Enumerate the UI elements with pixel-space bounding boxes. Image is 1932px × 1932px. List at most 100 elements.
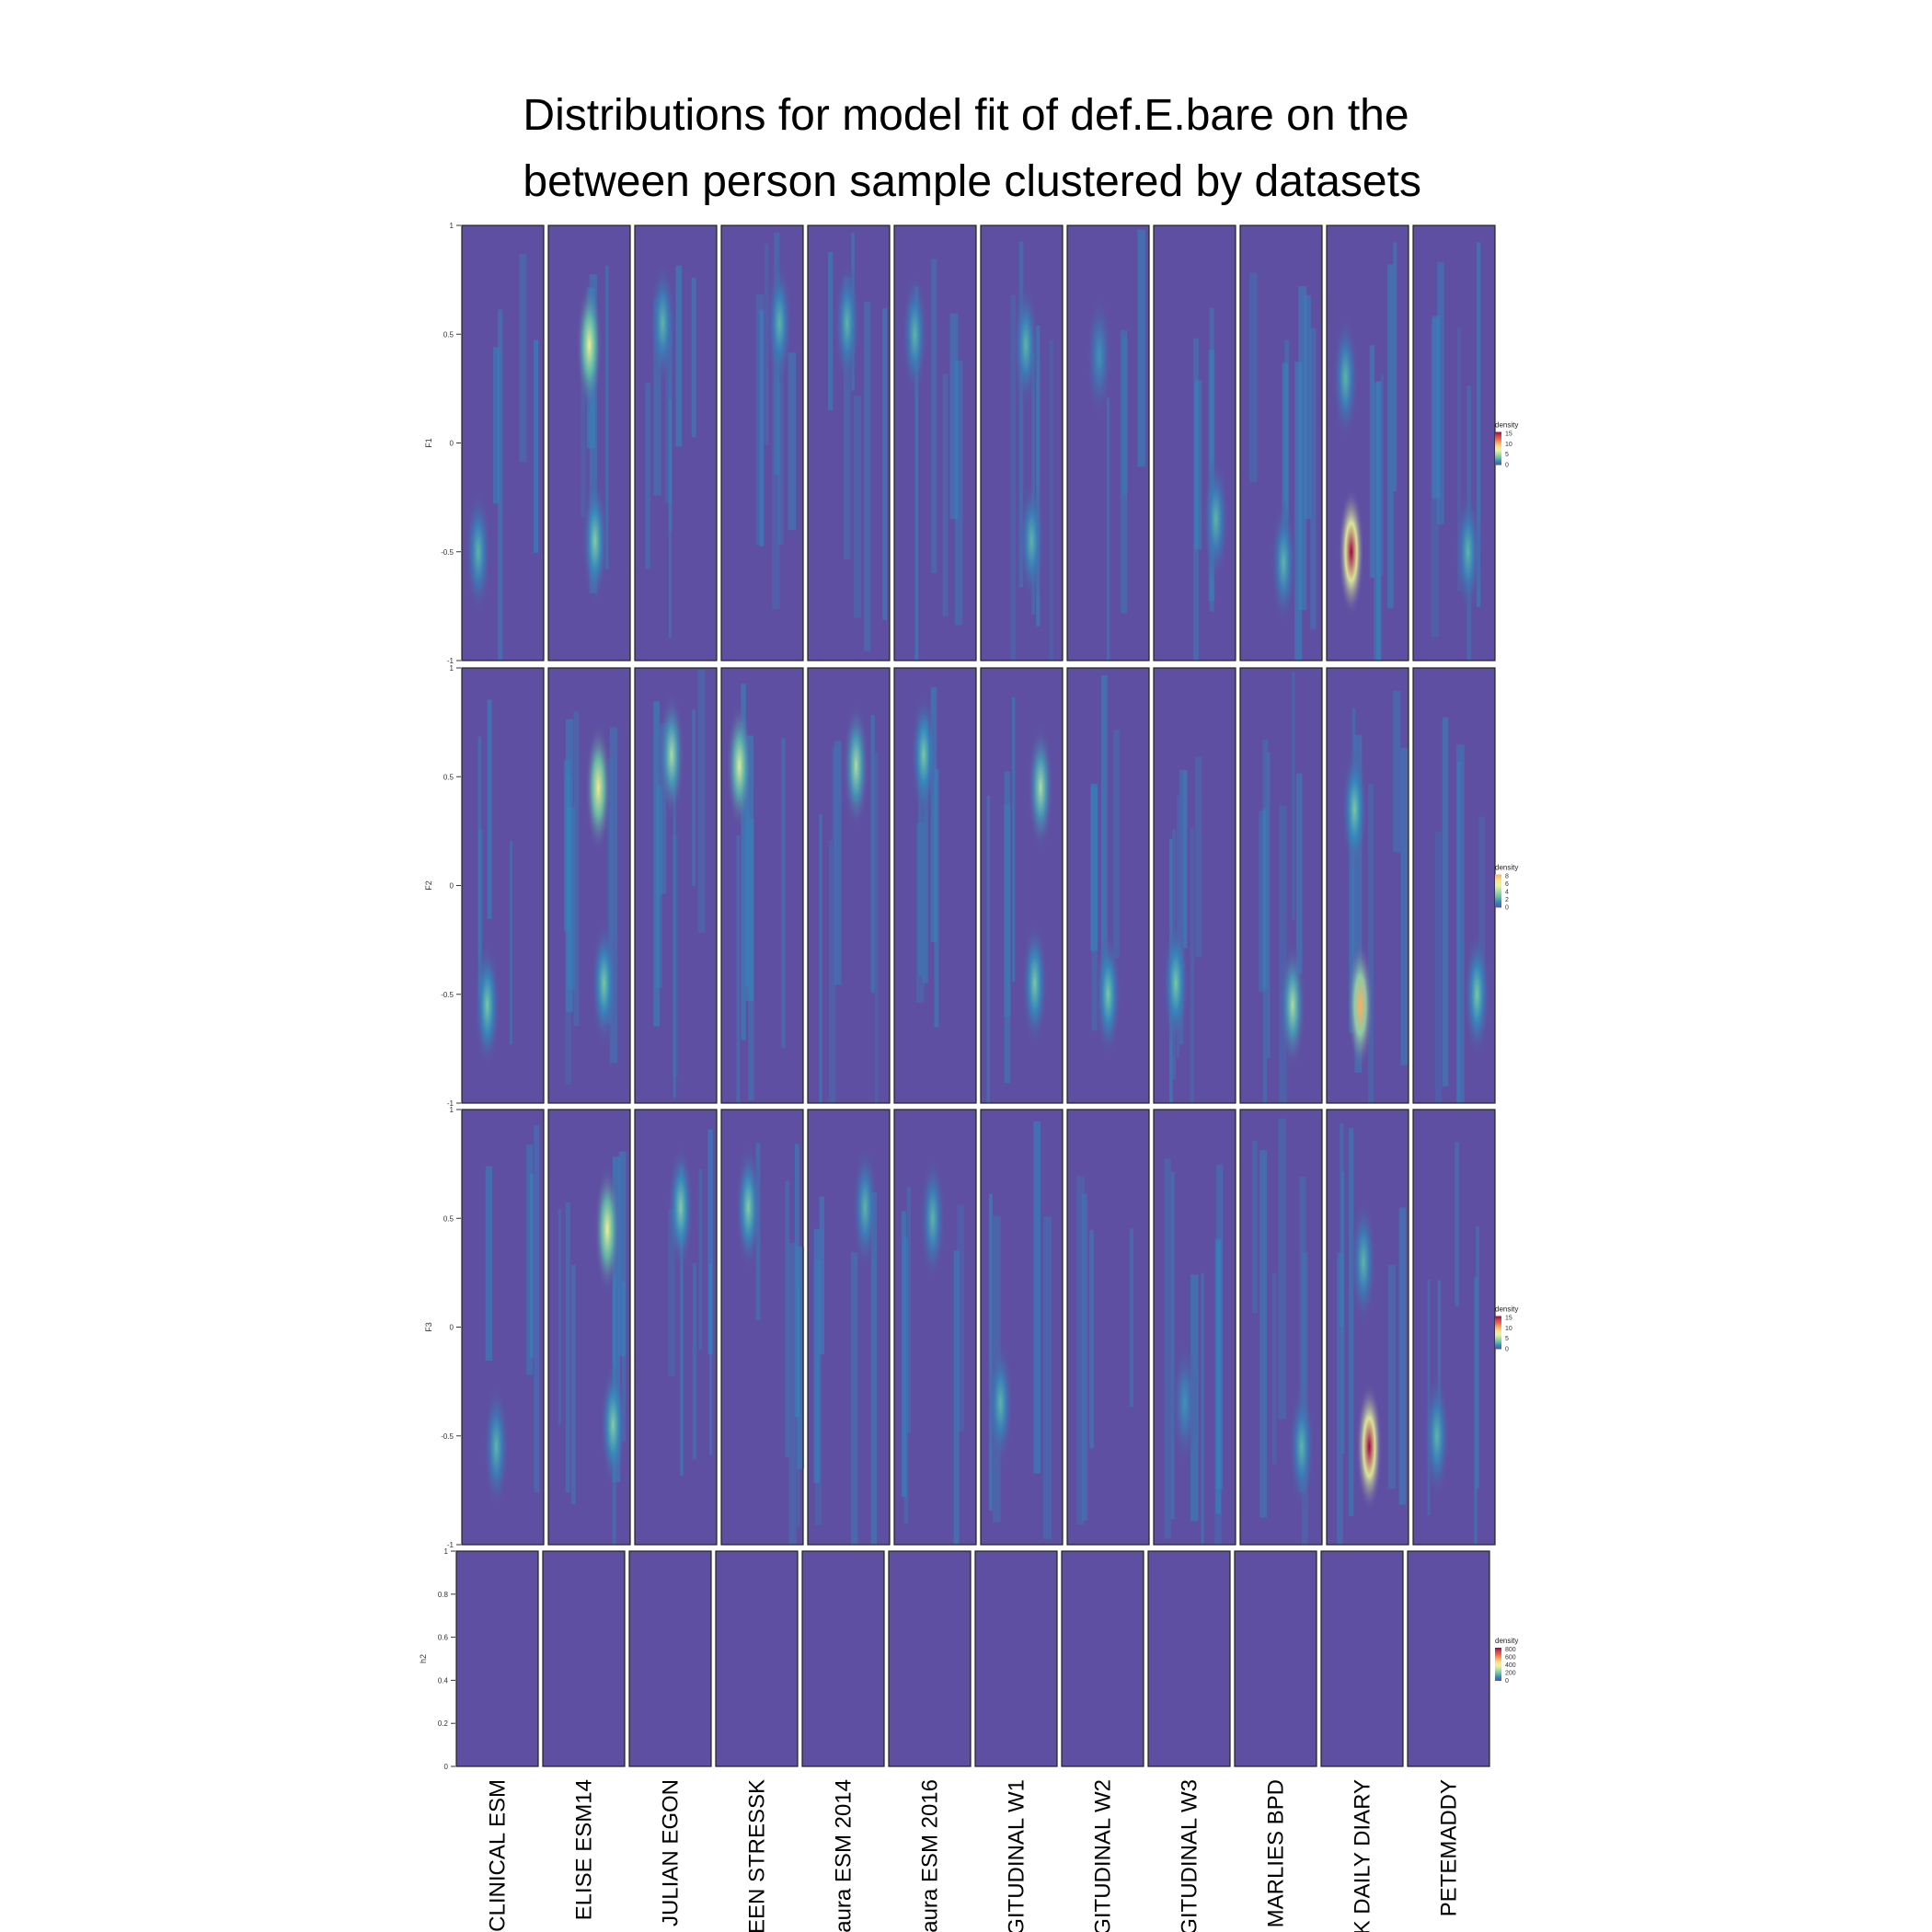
panel-f1-julian-egon bbox=[635, 225, 717, 661]
density-streak bbox=[931, 259, 937, 573]
x-label-longitudinal-w2: LONGITUDINAL W2 bbox=[1091, 1779, 1116, 1932]
panel-f2-longitudinal-w2 bbox=[1067, 668, 1149, 1103]
y-axis-label: h2 bbox=[419, 1654, 428, 1663]
density-streak bbox=[1272, 1273, 1277, 1465]
density-hotspot bbox=[600, 1361, 626, 1489]
y-tick-label: -0.5 bbox=[441, 1432, 454, 1441]
density-streak bbox=[1195, 757, 1202, 958]
density-streak bbox=[510, 841, 512, 1044]
density-streak bbox=[1368, 784, 1374, 1103]
density-streak bbox=[864, 302, 870, 651]
legend-tick-label: 8 bbox=[1505, 874, 1509, 880]
density-streak bbox=[1456, 744, 1465, 1103]
density-streak bbox=[1263, 740, 1269, 988]
density-streak bbox=[1476, 1226, 1479, 1489]
legend-colorbar bbox=[1495, 875, 1501, 908]
density-hotspot bbox=[834, 259, 860, 387]
panel-background bbox=[456, 1551, 538, 1766]
density-streak bbox=[1194, 381, 1202, 550]
panel-h2-laura-esm-2016 bbox=[889, 1551, 971, 1766]
density-streak bbox=[571, 1265, 576, 1504]
density-streak bbox=[693, 1263, 696, 1460]
legend-title: density bbox=[1495, 421, 1518, 430]
density-streak bbox=[653, 701, 660, 1026]
density-hotspot bbox=[1351, 1198, 1376, 1327]
panel-f1-petemaddy bbox=[1413, 225, 1495, 661]
density-streak bbox=[820, 1197, 824, 1355]
density-hotspot bbox=[844, 701, 869, 830]
density-streak bbox=[829, 840, 833, 1103]
panel-h2-julian-egon bbox=[629, 1551, 711, 1766]
density-streak bbox=[1337, 1253, 1342, 1545]
density-streak bbox=[760, 310, 765, 546]
density-hotspot bbox=[594, 1165, 620, 1294]
density-streak bbox=[788, 1243, 796, 1545]
density-streak bbox=[645, 383, 650, 569]
density-hotspot bbox=[1424, 1372, 1450, 1501]
density-streak bbox=[1393, 242, 1397, 491]
density-streak bbox=[1399, 1208, 1407, 1505]
panel-f3-longitudinal-w2 bbox=[1067, 1110, 1149, 1545]
legend-tick-label: 0 bbox=[1505, 1347, 1509, 1353]
density-streak bbox=[1443, 718, 1449, 1087]
density-hotspot bbox=[1271, 499, 1296, 627]
density-hotspot bbox=[466, 488, 491, 616]
density-streak bbox=[1165, 1158, 1171, 1538]
y-tick-label: 1 bbox=[444, 1547, 449, 1556]
legend-tick-label: 400 bbox=[1505, 1662, 1516, 1669]
legend-f2: density86420 bbox=[1495, 864, 1518, 912]
y-tick-label: 1 bbox=[450, 1106, 454, 1114]
density-streak bbox=[692, 278, 696, 437]
panel-background bbox=[1062, 1551, 1144, 1766]
density-streak bbox=[1278, 1119, 1286, 1420]
panel-f3-petemaddy bbox=[1413, 1110, 1495, 1545]
density-streak bbox=[1249, 272, 1258, 482]
x-label-elise-esm14: ELISE ESM14 bbox=[572, 1779, 597, 1920]
density-hotspot bbox=[727, 701, 753, 830]
y-tick-label: 0.5 bbox=[443, 773, 454, 781]
density-streak bbox=[1393, 691, 1400, 853]
density-streak bbox=[709, 1264, 712, 1455]
density-streak bbox=[488, 699, 492, 919]
density-hotspot bbox=[483, 1383, 509, 1512]
density-hotspot bbox=[1356, 1383, 1382, 1512]
panel-f3-marlies-bpd bbox=[1240, 1110, 1322, 1545]
panel-f2-laura-esm-2014 bbox=[808, 668, 890, 1103]
panel-f3-mturk-daily-diary bbox=[1327, 1110, 1409, 1545]
y-tick-label: -1 bbox=[447, 1541, 454, 1549]
y-tick-label: 0.5 bbox=[443, 330, 454, 339]
x-label-clinical-esm: CLINICAL ESM bbox=[486, 1779, 511, 1932]
panel-f1-mturk-daily-diary bbox=[1327, 225, 1409, 661]
y-tick-label: 0 bbox=[450, 1324, 454, 1332]
density-streak bbox=[1130, 1229, 1133, 1408]
density-hotspot bbox=[1163, 919, 1189, 1048]
panel-background bbox=[1235, 1551, 1317, 1766]
density-streak bbox=[1292, 672, 1294, 919]
density-streak bbox=[1113, 730, 1120, 959]
density-streak bbox=[1122, 338, 1127, 494]
density-hotspot bbox=[592, 919, 617, 1048]
y-tick-label: 0.4 bbox=[438, 1676, 449, 1685]
panel-f1-longitudinal-w1 bbox=[981, 225, 1063, 661]
density-streak bbox=[875, 753, 878, 1103]
density-hotspot bbox=[582, 477, 608, 605]
legend-tick-label: 15 bbox=[1505, 431, 1512, 438]
panel-f1-longitudinal-w3 bbox=[1154, 225, 1236, 661]
x-label-julian-egon: JULIAN EGON bbox=[659, 1779, 684, 1926]
density-hotspot bbox=[1087, 292, 1112, 420]
legend-colorbar bbox=[1495, 1317, 1501, 1350]
density-streak bbox=[1012, 697, 1015, 982]
density-streak bbox=[1294, 362, 1302, 661]
density-hotspot bbox=[766, 259, 792, 387]
legend-tick-label: 10 bbox=[1505, 442, 1512, 448]
legend-tick-label: 0 bbox=[1505, 905, 1509, 912]
legend-f1: density151050 bbox=[1495, 421, 1518, 469]
panel-f1-marlies-bpd bbox=[1240, 225, 1322, 661]
density-hotspot bbox=[1013, 281, 1039, 409]
panel-f1-laura-esm-2014 bbox=[808, 225, 890, 661]
density-streak bbox=[1034, 1121, 1041, 1474]
legend-tick-label: 15 bbox=[1505, 1316, 1512, 1322]
density-hotspot bbox=[735, 1143, 761, 1271]
density-streak bbox=[1400, 748, 1408, 1065]
density-streak bbox=[566, 1202, 570, 1492]
